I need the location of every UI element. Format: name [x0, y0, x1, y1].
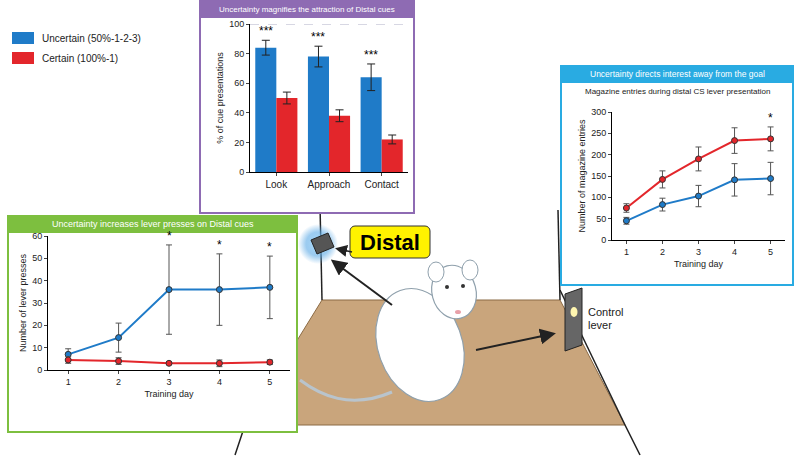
svg-text:200: 200: [591, 150, 606, 160]
svg-text:40: 40: [234, 108, 244, 118]
svg-text:***: ***: [259, 24, 273, 38]
svg-text:*: *: [167, 229, 172, 243]
svg-text:Training day: Training day: [144, 389, 194, 399]
svg-text:***: ***: [311, 30, 325, 44]
svg-text:Contact: Contact: [364, 179, 399, 190]
svg-text:Approach: Approach: [308, 179, 351, 190]
svg-text:0: 0: [239, 167, 244, 177]
svg-text:40: 40: [32, 276, 42, 286]
svg-text:Uncertain (50%-1-2-3): Uncertain (50%-1-2-3): [42, 33, 141, 44]
svg-text:80: 80: [234, 49, 244, 59]
svg-text:Uncertainty magnifies the attr: Uncertainty magnifies the attraction of …: [219, 5, 395, 14]
svg-text:1: 1: [66, 377, 71, 387]
svg-text:0: 0: [37, 365, 42, 375]
svg-text:250: 250: [591, 128, 606, 138]
svg-text:Number of lever presses: Number of lever presses: [18, 253, 28, 352]
svg-text:3: 3: [166, 377, 171, 387]
svg-text:50: 50: [596, 214, 606, 224]
svg-text:Look: Look: [265, 179, 288, 190]
svg-text:150: 150: [591, 171, 606, 181]
svg-text:10: 10: [32, 343, 42, 353]
svg-text:Certain (100%-1): Certain (100%-1): [42, 53, 118, 64]
svg-text:100: 100: [229, 19, 244, 29]
svg-text:1: 1: [624, 247, 629, 257]
svg-text:Uncertainty increases lever pr: Uncertainty increases lever presses on D…: [52, 219, 254, 229]
svg-text:50: 50: [32, 253, 42, 263]
svg-text:20: 20: [234, 138, 244, 148]
svg-text:Distal: Distal: [360, 230, 420, 255]
svg-text:Magazine entries during distal: Magazine entries during distal CS lever …: [585, 87, 770, 96]
svg-text:20: 20: [32, 320, 42, 330]
svg-text:300: 300: [591, 107, 606, 117]
svg-text:*: *: [768, 111, 773, 125]
svg-text:Number of magazine entries: Number of magazine entries: [577, 119, 587, 233]
svg-text:***: ***: [364, 48, 378, 62]
svg-text:5: 5: [267, 377, 272, 387]
svg-text:*: *: [267, 240, 272, 254]
svg-text:% of cue presentations: % of cue presentations: [215, 52, 225, 144]
svg-text:2: 2: [660, 247, 665, 257]
svg-text:Uncertainty directs interest a: Uncertainty directs interest away from t…: [590, 69, 765, 79]
svg-text:*: *: [217, 238, 222, 252]
svg-text:30: 30: [32, 298, 42, 308]
svg-text:4: 4: [217, 377, 222, 387]
svg-text:60: 60: [234, 78, 244, 88]
svg-text:4: 4: [732, 247, 737, 257]
svg-text:2: 2: [116, 377, 121, 387]
svg-text:100: 100: [591, 192, 606, 202]
svg-text:Controllever: Controllever: [588, 306, 623, 331]
svg-text:3: 3: [696, 247, 701, 257]
svg-text:60: 60: [32, 231, 42, 241]
svg-text:Training day: Training day: [674, 259, 724, 269]
svg-text:5: 5: [768, 247, 773, 257]
svg-text:0: 0: [601, 235, 606, 245]
